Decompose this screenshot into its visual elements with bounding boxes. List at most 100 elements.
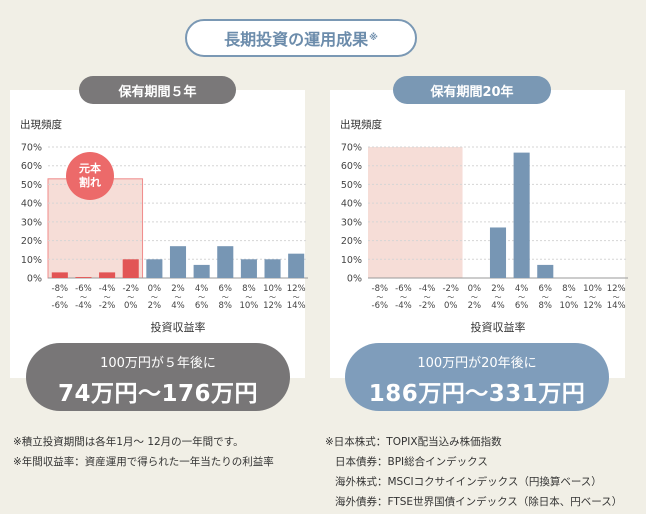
panel-label-20-years: 保有期間20年 bbox=[393, 76, 551, 104]
bar bbox=[264, 259, 281, 278]
y-tick-label: 10% bbox=[341, 255, 362, 266]
x-tick-label: -6% bbox=[372, 301, 389, 311]
title-note-mark: ※ bbox=[369, 33, 378, 43]
y-tick-label: 70% bbox=[21, 143, 42, 154]
x-tick-label: -2% bbox=[442, 284, 459, 294]
note-item: 日本債券：BPI総合インデックス bbox=[335, 456, 488, 468]
x-tick-label: -4% bbox=[395, 301, 412, 311]
notes-left: ※積立投資期間は各年1月〜 12月の一年間です。 ※年間収益率：資産運用で得られ… bbox=[13, 432, 274, 472]
x-tick-label: 10% bbox=[559, 301, 578, 311]
y-axis-label: 出現頻度 bbox=[20, 118, 62, 131]
y-tick-label: 20% bbox=[21, 236, 42, 247]
badge-line1: 元本 bbox=[79, 162, 101, 175]
x-tick-label: 4% bbox=[195, 284, 209, 294]
bar bbox=[288, 253, 305, 278]
x-tick-label: 10% bbox=[239, 301, 258, 311]
x-tick-label: 2% bbox=[148, 301, 162, 311]
notes-right: ※日本株式：TOPIX配当込み株価指数 日本債券：BPI総合インデックス 海外株… bbox=[325, 432, 622, 512]
callout-20-line2: 186万円〜331万円 bbox=[368, 381, 586, 407]
x-tick-label: 6% bbox=[539, 284, 553, 294]
callout-5-line2: 74万円〜176万円 bbox=[57, 381, 259, 407]
x-tick-label: 〜 bbox=[424, 294, 431, 302]
y-tick-label: 30% bbox=[21, 217, 42, 228]
y-tick-label: 20% bbox=[341, 236, 362, 247]
x-tick-label: 〜 bbox=[175, 294, 182, 302]
x-tick-label: 12% bbox=[287, 284, 306, 294]
bar bbox=[193, 264, 210, 278]
loss-region bbox=[368, 147, 463, 278]
x-tick-label: -6% bbox=[395, 284, 412, 294]
y-tick-label: 40% bbox=[341, 199, 362, 210]
x-tick-label: 〜 bbox=[518, 294, 525, 302]
y-tick-label: 60% bbox=[21, 161, 42, 172]
x-tick-label: 〜 bbox=[245, 294, 252, 302]
x-tick-label: 14% bbox=[287, 301, 306, 311]
result-callout-5-years: 100万円が５年後に 74万円〜176万円 bbox=[26, 343, 290, 411]
y-tick-label: 50% bbox=[341, 180, 362, 191]
x-tick-label: 〜 bbox=[198, 294, 205, 302]
x-tick-label: 〜 bbox=[447, 294, 454, 302]
x-tick-label: 0% bbox=[124, 301, 138, 311]
x-tick-label: -6% bbox=[52, 301, 69, 311]
x-tick-label: 2% bbox=[468, 301, 482, 311]
y-tick-label: 0% bbox=[347, 274, 362, 285]
bar bbox=[217, 246, 234, 278]
x-tick-label: 10% bbox=[263, 284, 282, 294]
callout-5-line1: 100万円が５年後に bbox=[100, 356, 216, 371]
x-tick-label: -4% bbox=[75, 301, 92, 311]
bar bbox=[122, 259, 139, 278]
y-tick-label: 60% bbox=[341, 161, 362, 172]
x-tick-label: -8% bbox=[52, 284, 69, 294]
x-tick-label: 〜 bbox=[613, 294, 620, 302]
x-tick-label: 〜 bbox=[542, 294, 549, 302]
x-tick-label: 8% bbox=[539, 301, 553, 311]
panel-label-5-years: 保有期間５年 bbox=[79, 76, 236, 104]
x-tick-label: 6% bbox=[515, 301, 529, 311]
x-tick-label: -2% bbox=[419, 301, 436, 311]
x-tick-label: 14% bbox=[607, 301, 626, 311]
main-title-text: 長期投資の運用成果 bbox=[224, 30, 369, 49]
x-tick-label: -8% bbox=[372, 284, 389, 294]
bar bbox=[51, 272, 68, 278]
x-tick-label: 〜 bbox=[495, 294, 502, 302]
bar bbox=[75, 277, 92, 278]
principal-loss-badge: 元本 割れ bbox=[66, 152, 114, 200]
x-tick-label: 6% bbox=[219, 284, 233, 294]
badge-line2: 割れ bbox=[79, 176, 101, 189]
x-tick-label: 4% bbox=[491, 301, 505, 311]
note-item: ※日本株式：TOPIX配当込み株価指数 bbox=[325, 436, 502, 448]
x-tick-label: 〜 bbox=[376, 294, 383, 302]
x-tick-label: 8% bbox=[562, 284, 576, 294]
result-callout-20-years: 100万円が20年後に 186万円〜331万円 bbox=[345, 343, 609, 411]
x-tick-label: 〜 bbox=[269, 294, 276, 302]
x-tick-label: 0% bbox=[148, 284, 162, 294]
x-tick-label: 2% bbox=[171, 284, 185, 294]
x-tick-label: 10% bbox=[583, 284, 602, 294]
x-tick-label: -2% bbox=[122, 284, 139, 294]
x-tick-label: 0% bbox=[444, 301, 458, 311]
y-tick-label: 50% bbox=[21, 180, 42, 191]
x-tick-label: -2% bbox=[99, 301, 116, 311]
x-tick-label: 4% bbox=[171, 301, 185, 311]
note-item: 海外株式：MSCIコクサイインデックス（円換算ベース） bbox=[335, 476, 602, 488]
x-tick-label: -4% bbox=[99, 284, 116, 294]
x-tick-label: 〜 bbox=[56, 294, 63, 302]
x-tick-label: 12% bbox=[607, 284, 626, 294]
x-tick-label: 〜 bbox=[589, 294, 596, 302]
x-tick-label: 〜 bbox=[471, 294, 478, 302]
x-axis-label: 投資収益率 bbox=[471, 320, 526, 334]
x-tick-label: 〜 bbox=[400, 294, 407, 302]
x-tick-label: 8% bbox=[219, 301, 233, 311]
bar bbox=[146, 259, 163, 278]
x-tick-label: 〜 bbox=[104, 294, 111, 302]
bar bbox=[169, 246, 187, 278]
y-tick-label: 10% bbox=[21, 255, 42, 266]
note-item: 海外債券：FTSE世界国債インデックス（除日本、円ベース） bbox=[335, 496, 623, 508]
main-title: 長期投資の運用成果 ※ bbox=[185, 19, 417, 57]
x-axis-label: 投資収益率 bbox=[151, 320, 206, 334]
callout-20-line1: 100万円が20年後に bbox=[417, 356, 537, 371]
x-tick-label: 〜 bbox=[80, 294, 87, 302]
y-tick-label: 30% bbox=[341, 217, 362, 228]
y-tick-label: 70% bbox=[341, 143, 362, 154]
x-tick-label: 4% bbox=[515, 284, 529, 294]
